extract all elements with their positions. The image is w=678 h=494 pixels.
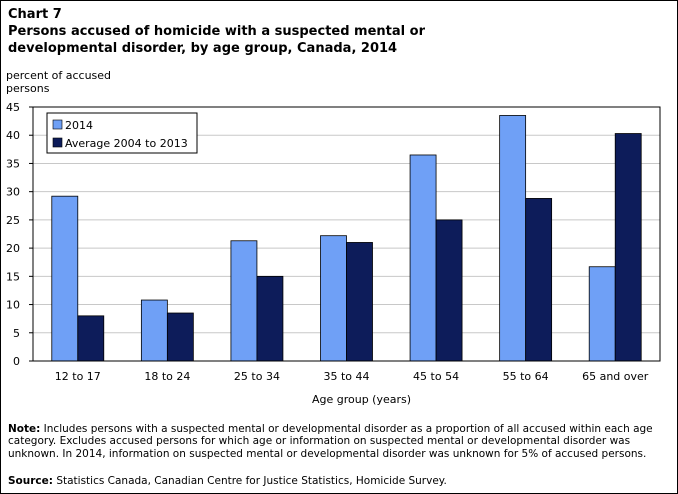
bar-2014 xyxy=(320,235,347,362)
legend-swatch xyxy=(52,137,63,148)
y-tick-label: 0 xyxy=(13,355,20,368)
legend-label: 2014 xyxy=(65,119,93,132)
chart-title: Persons accused of homicide with a suspe… xyxy=(8,24,425,56)
bar-2014 xyxy=(140,299,168,362)
x-tick-label: 25 to 34 xyxy=(234,370,280,383)
y-axis-title: percent of accused persons xyxy=(6,69,112,95)
legend-box xyxy=(46,112,198,154)
bar-chart: 0 5 10 15 20 25 30 35 40 45 12 to 17 18 to 24 25 to … xyxy=(6,101,661,406)
x-tick-label: 55 to 64 xyxy=(503,370,549,383)
y-tick-label: 45 xyxy=(6,101,20,114)
source-text: Statistics Canada, Canadian Centre for J… xyxy=(52,475,447,487)
y-tick-label: 10 xyxy=(6,299,20,312)
bar-average xyxy=(525,198,553,362)
note-label: Note: xyxy=(8,423,41,435)
chart-note: Note: Includes persons with a suspected … xyxy=(8,423,670,460)
bar-average xyxy=(435,219,463,362)
y-tick-label: 35 xyxy=(6,157,20,170)
x-axis-title: Age group (years) xyxy=(312,393,411,406)
x-tick-label: 18 to 24 xyxy=(144,370,190,383)
legend-label: Average 2004 to 2013 xyxy=(65,137,188,150)
bar-average xyxy=(166,312,194,362)
source-label: Source: xyxy=(8,475,53,487)
bar-2014 xyxy=(409,154,437,362)
bar-2014 xyxy=(230,240,258,362)
legend: 2014 Average 2004 to 2013 xyxy=(46,112,198,154)
x-tick-label: 35 to 44 xyxy=(323,370,369,383)
bar-average xyxy=(256,275,284,362)
x-tick-label: 45 to 54 xyxy=(413,370,459,383)
y-tick-label: 30 xyxy=(6,186,20,199)
bar-2014 xyxy=(588,266,616,362)
note-text: Includes persons with a suspected mental… xyxy=(8,423,653,460)
plot-border xyxy=(32,106,661,362)
y-tick-label: 15 xyxy=(6,270,20,283)
x-tick-label: 65 and over xyxy=(582,370,649,383)
legend-swatch xyxy=(52,119,63,130)
bar-2014 xyxy=(499,115,527,362)
bar-2014 xyxy=(51,195,79,362)
y-tick-label: 25 xyxy=(6,214,20,227)
chart-number: Chart 7 xyxy=(8,7,62,22)
chart-source: Source: Statistics Canada, Canadian Cent… xyxy=(8,475,670,487)
bar-average xyxy=(77,315,105,362)
y-tick-label: 20 xyxy=(6,242,20,255)
y-tick-label: 40 xyxy=(6,129,20,142)
bar-average xyxy=(346,242,373,362)
x-tick-label: 12 to 17 xyxy=(55,370,101,383)
bar-average xyxy=(614,133,642,362)
y-tick-label: 5 xyxy=(13,327,20,340)
axes: 0 5 10 15 20 25 30 35 40 45 12 to 17 18 to 24 25 to … xyxy=(6,101,661,383)
